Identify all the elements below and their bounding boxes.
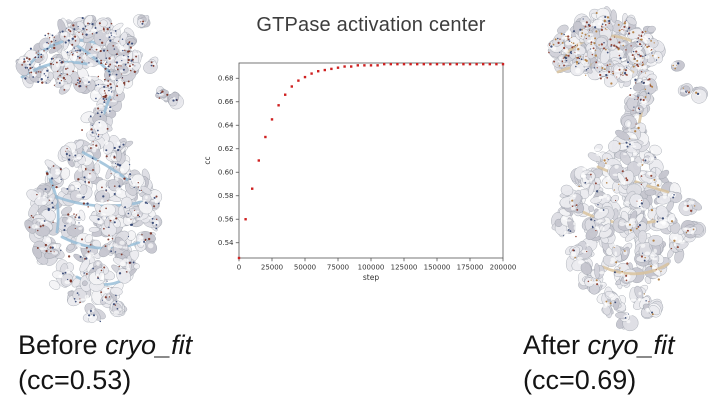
y-axis-label: cc bbox=[203, 156, 212, 164]
cc-vs-step-chart: 0 25000 50000 75000 100000 125000 150000 175000… bbox=[190, 8, 520, 298]
svg-text:50000: 50000 bbox=[294, 264, 316, 272]
after-caption-cc: (cc=0.69) bbox=[523, 365, 637, 395]
molecule-after-image bbox=[546, 6, 708, 332]
after-caption-prefix: After bbox=[523, 330, 588, 360]
svg-text:150000: 150000 bbox=[424, 264, 451, 272]
svg-text:0.68: 0.68 bbox=[218, 75, 234, 83]
svg-text:75000: 75000 bbox=[327, 264, 349, 272]
chart-title: GTPase activation center bbox=[256, 14, 486, 36]
svg-text:0.56: 0.56 bbox=[218, 216, 234, 224]
svg-text:0.60: 0.60 bbox=[218, 169, 234, 177]
before-caption-line1: Before cryo_fit bbox=[18, 328, 192, 363]
cc-vs-step-plot: 0 25000 50000 75000 100000 125000 150000 175000… bbox=[203, 62, 517, 282]
surface-highlights bbox=[546, 17, 701, 324]
svg-text:200000: 200000 bbox=[490, 264, 517, 272]
svg-text:125000: 125000 bbox=[391, 264, 418, 272]
before-caption-cc: (cc=0.53) bbox=[18, 365, 132, 395]
svg-text:25000: 25000 bbox=[261, 264, 283, 272]
svg-text:0.66: 0.66 bbox=[218, 98, 234, 106]
svg-text:175000: 175000 bbox=[457, 264, 484, 272]
atom-specks bbox=[21, 16, 178, 323]
after-caption: After cryo_fit (cc=0.69) bbox=[523, 328, 675, 398]
svg-text:0.54: 0.54 bbox=[218, 239, 234, 247]
svg-text:0.64: 0.64 bbox=[218, 122, 234, 130]
svg-text:100000: 100000 bbox=[358, 264, 385, 272]
after-caption-line1: After cryo_fit bbox=[523, 328, 675, 363]
scatter-points bbox=[237, 62, 505, 260]
svg-text:0.62: 0.62 bbox=[218, 145, 234, 153]
atom-specks bbox=[548, 11, 700, 319]
svg-text:0: 0 bbox=[237, 264, 241, 272]
x-axis-label: step bbox=[363, 273, 379, 282]
svg-text:0.58: 0.58 bbox=[218, 192, 234, 200]
before-caption-prefix: Before bbox=[18, 330, 106, 360]
after-caption-program: cryo_fit bbox=[587, 330, 675, 360]
plot-area: 0 25000 50000 75000 100000 125000 150000 175000… bbox=[203, 62, 517, 282]
before-caption: Before cryo_fit (cc=0.53) bbox=[18, 328, 192, 398]
molecule-before-image bbox=[15, 14, 184, 324]
before-caption-program: cryo_fit bbox=[105, 330, 193, 360]
